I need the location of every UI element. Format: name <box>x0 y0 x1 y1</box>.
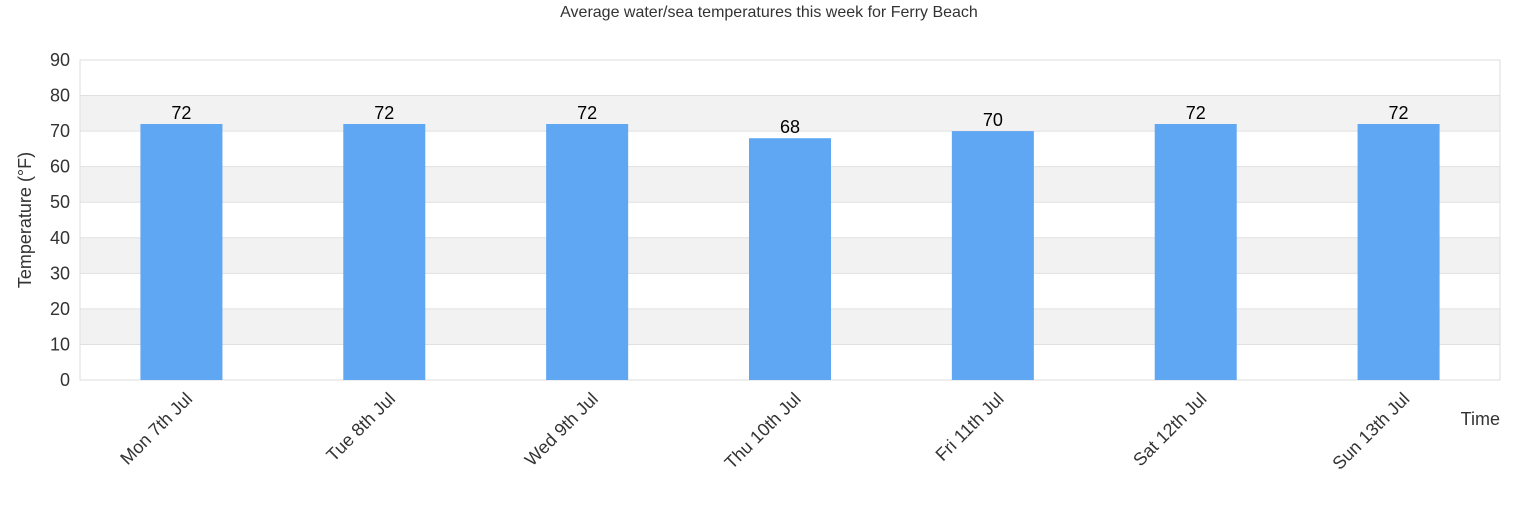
bar <box>140 124 223 380</box>
y-tick-label: 0 <box>60 370 70 390</box>
x-tick-label: Sun 13th Jul <box>1328 389 1413 474</box>
y-tick-label: 20 <box>50 299 70 319</box>
data-label: 72 <box>1389 103 1409 123</box>
y-tick-label: 60 <box>50 157 70 177</box>
x-tick-label: Tue 8th Jul <box>322 389 399 466</box>
x-tick-label: Mon 7th Jul <box>116 389 196 469</box>
y-tick-label: 70 <box>50 121 70 141</box>
bar <box>1357 124 1440 380</box>
chart-title: Average water/sea temperatures this week… <box>560 4 978 21</box>
bar <box>951 131 1034 380</box>
y-tick-label: 80 <box>50 86 70 106</box>
x-tick-label: Wed 9th Jul <box>521 389 602 470</box>
data-label: 70 <box>983 110 1003 130</box>
y-axis-label: Temperature (°F) <box>15 152 35 288</box>
data-labels: 72 72 72 68 70 72 72 <box>171 103 1408 137</box>
bar <box>546 124 629 380</box>
y-tick-labels: 0 10 20 30 40 50 60 70 80 90 <box>50 50 70 390</box>
data-label: 72 <box>577 103 597 123</box>
x-tick-label: Sat 12th Jul <box>1129 389 1210 470</box>
y-tick-label: 40 <box>50 228 70 248</box>
data-label: 72 <box>374 103 394 123</box>
x-tick-label: Fri 11th Jul <box>932 389 1008 465</box>
data-label: 72 <box>171 103 191 123</box>
bars <box>140 124 1440 380</box>
x-axis-label: Time <box>1461 409 1500 429</box>
x-tick-labels: Mon 7th Jul Tue 8th Jul Wed 9th Jul Thu 10t… <box>116 389 1413 474</box>
data-label: 68 <box>780 117 800 137</box>
grid-band <box>80 95 1500 132</box>
bar <box>1154 124 1237 380</box>
x-tick-label: Thu 10th Jul <box>721 389 805 473</box>
data-label: 72 <box>1186 103 1206 123</box>
bar <box>749 138 831 380</box>
y-tick-label: 30 <box>50 263 70 283</box>
bar <box>343 124 426 380</box>
y-tick-label: 90 <box>50 50 70 70</box>
y-tick-label: 50 <box>50 192 70 212</box>
y-tick-label: 10 <box>50 334 70 354</box>
